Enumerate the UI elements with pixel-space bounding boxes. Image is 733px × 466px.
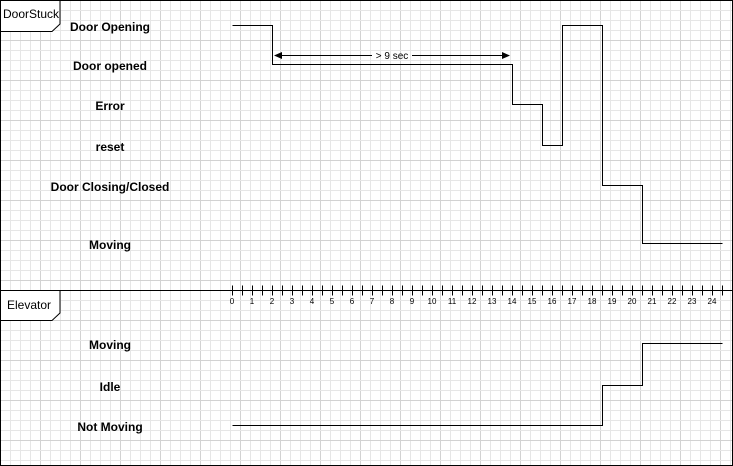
duration-arrowhead-left [274,52,282,59]
elevator-state-labels: Moving Idle Not Moving [77,338,142,434]
ruler-tick-label: 7 [370,297,375,306]
ruler-tick-label: 5 [330,297,335,306]
ruler-tick-label: 10 [428,297,437,306]
ruler-tick-label: 0 [230,297,235,306]
ruler-tick-label: 2 [270,297,275,306]
state-label: Idle [100,380,121,394]
ruler-tick-label: 18 [588,297,597,306]
state-label: Door opened [73,59,147,73]
ruler-tick-label: 6 [350,297,355,306]
ruler-tick-label: 21 [648,297,657,306]
ruler-tick-label: 24 [708,297,717,306]
lifeline-elevator-name: Elevator [7,298,51,312]
ruler-tick-label: 17 [568,297,577,306]
duration-arrowhead-right [502,52,510,59]
ruler-tick-label: 16 [548,297,557,306]
ruler-tick-label: 8 [390,297,395,306]
lifeline-doorstuck-name: DoorStuck [3,7,60,21]
signal-doorstuck [232,25,723,244]
doorstuck-state-labels: Door Opening Door opened Error reset Door Cl… [51,20,170,252]
state-label: reset [96,140,125,154]
duration-constraint[interactable]: > 9 sec [274,51,510,62]
ruler-tick-label: 14 [508,297,517,306]
duration-constraint-label: > 9 sec [376,51,409,62]
ruler-tick-label: 3 [290,297,295,306]
ruler-tick-label: 4 [310,297,315,306]
state-label: Door Closing/Closed [51,180,170,194]
signal-elevator [232,343,723,426]
state-label: Moving [89,238,131,252]
state-label: Error [95,99,125,113]
ruler-tick-label: 12 [468,297,477,306]
ruler-tick-label: 19 [608,297,617,306]
ruler-tick-label: 1 [250,297,255,306]
time-ruler: 0 1 2 3 4 5 6 7 8 9 10 11 12 13 14 15 16 17 18 19 20 21 22 23 24 [0,285,733,306]
ruler-tick-label: 9 [410,297,415,306]
state-signals [232,25,723,426]
ruler-tick-label: 23 [688,297,697,306]
state-label: Moving [89,338,131,352]
ruler-tick-label: 15 [528,297,537,306]
lifeline-doorstuck-tab [0,0,61,32]
ruler-tick-label: 22 [668,297,677,306]
state-label: Not Moving [77,420,142,434]
ruler-tick-label: 11 [448,297,457,306]
ruler-tick-label: 13 [488,297,497,306]
ruler-tick-label: 20 [628,297,637,306]
state-label: Door Opening [70,20,150,34]
